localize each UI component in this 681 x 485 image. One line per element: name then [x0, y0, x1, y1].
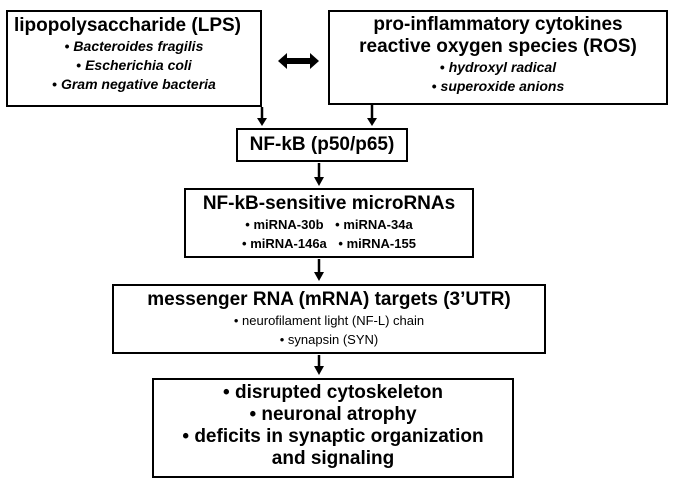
ros-title: reactive oxygen species (ROS) [359, 36, 637, 57]
mirna-item-34a: miRNA-34a [335, 217, 413, 232]
mirna-item-30b: miRNA-30b [245, 217, 323, 232]
ros-item-hydroxyl: hydroxyl radical [330, 58, 666, 77]
mrna-item-synapsin: synapsin (SYN) [114, 330, 544, 349]
mrna-title: messenger RNA (mRNA) targets (3’UTR) [147, 289, 511, 310]
nfkb-box: NF-kB (p50/p65) [236, 128, 408, 162]
arrow-mirna-to-mrna [314, 259, 324, 281]
ros-item-superoxide: superoxide anions [330, 77, 666, 96]
arrow-lps-to-nfkb [257, 107, 267, 126]
cytokine-title: pro-inflammatory cytokines [373, 14, 623, 35]
lps-title: lipopolysaccharide (LPS) [14, 15, 241, 36]
outcome-atrophy: neuronal atrophy [154, 404, 512, 426]
mrna-targets-box: messenger RNA (mRNA) targets (3’UTR) neu… [112, 284, 546, 354]
arrow-cytokines-to-nfkb [367, 105, 377, 126]
cytokine-ros-box: pro-inflammatory cytokines reactive oxyg… [328, 10, 668, 105]
mirna-row-2: miRNA-146a miRNA-155 [186, 234, 472, 253]
lps-item-ecoli: Escherichia coli [8, 56, 260, 75]
double-headed-arrow [278, 53, 319, 69]
outcome-signaling: and signaling [271, 448, 395, 469]
mrna-item-nfl: neurofilament light (NF-L) chain [114, 311, 544, 330]
lps-item-bacteroides: Bacteroides fragilis [8, 37, 260, 56]
mirna-box: NF-kB-sensitive microRNAs miRNA-30b miRN… [184, 188, 474, 258]
arrow-mrna-to-outcomes [314, 355, 324, 375]
outcome-synaptic: deficits in synaptic organization [154, 426, 512, 448]
lps-item-gram-negative: Gram negative bacteria [8, 75, 260, 94]
arrow-nfkb-to-mirna [314, 163, 324, 186]
outcomes-box: disrupted cytoskeleton neuronal atrophy … [152, 378, 514, 478]
outcome-cytoskeleton: disrupted cytoskeleton [154, 382, 512, 404]
mirna-title: NF-kB-sensitive microRNAs [202, 193, 456, 214]
nfkb-label: NF-kB (p50/p65) [249, 134, 395, 155]
lps-box: lipopolysaccharide (LPS) Bacteroides fra… [6, 10, 262, 107]
mirna-item-155: miRNA-155 [338, 236, 416, 251]
mirna-row-1: miRNA-30b miRNA-34a [186, 215, 472, 234]
mirna-item-146a: miRNA-146a [242, 236, 327, 251]
